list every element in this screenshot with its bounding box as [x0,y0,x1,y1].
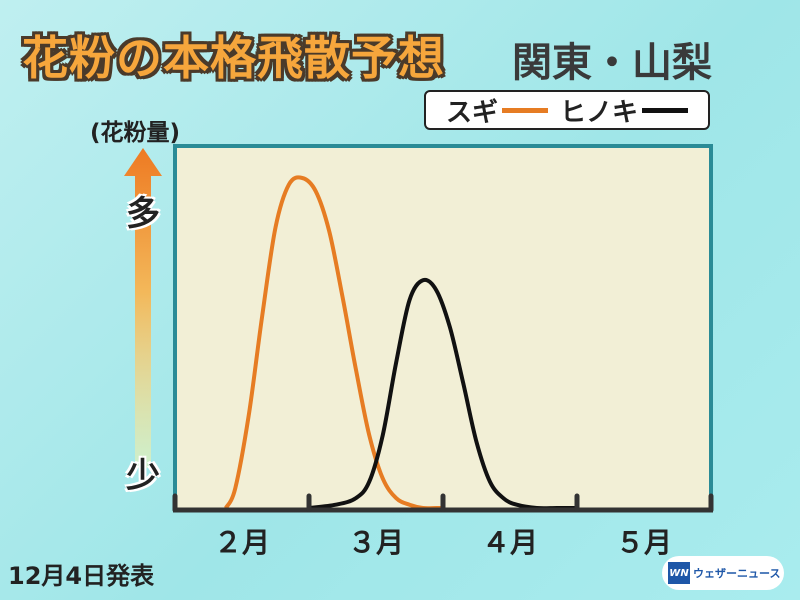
series-layer [224,175,577,511]
legend-item-sugi: スギ [446,92,548,129]
region-label: 関東・山梨 [512,40,712,86]
y-axis-unit-label: (花粉量) [90,120,181,146]
tick-layer [172,493,714,513]
x-tick-label-2: ４月 [482,526,538,559]
series-line-hinoki [308,277,577,511]
plot-area [173,144,713,512]
y-axis-high-label: 多 [126,194,160,234]
tick-label-layer: ２月 ３月 ４月 ５月 [214,526,672,559]
weathernews-logo-mark: WN [668,562,690,584]
series-line-sugi [224,175,443,511]
legend-hinoki-swatch [642,107,689,113]
x-tick-label-3: ５月 [616,526,672,559]
weathernews-logo-text: ウェザーニュース [693,567,781,580]
y-axis-low-label: 少 [126,456,160,496]
announce-date: 12月4日発表 [8,562,155,590]
legend-sugi-swatch [502,107,548,113]
legend: スギ ヒノキ [424,90,710,130]
chart-title: 花粉の本格飛散予想 [22,31,445,85]
legend-item-hinoki: ヒノキ [560,92,689,129]
legend-sugi-label: スギ [445,97,498,128]
x-tick-label-0: ２月 [214,526,270,559]
y-axis-arrow-icon [124,148,162,468]
legend-hinoki-label: ヒノキ [560,97,639,128]
weathernews-logo: WN ウェザーニュース [662,556,784,590]
x-tick-label-1: ３月 [348,526,404,559]
